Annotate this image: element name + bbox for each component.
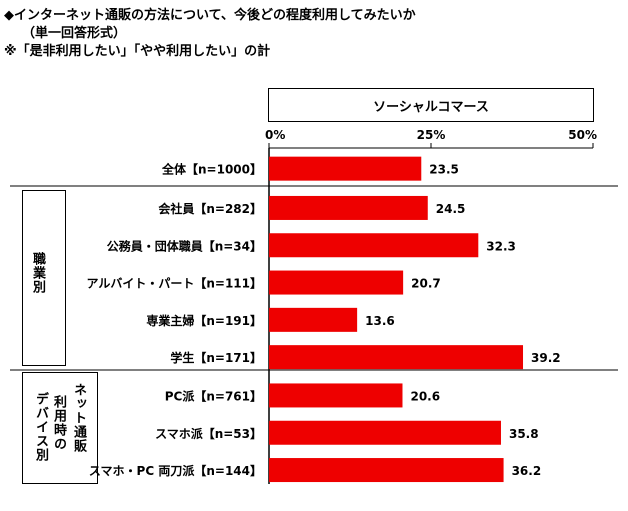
category-label: スマホ派【n=53】 <box>155 426 262 441</box>
device-group-label-line3: デバイス別 <box>33 392 48 462</box>
chart-title: ◆インターネット通販の方法について、今後どの程度利用してみたいか <box>4 8 416 23</box>
device-group-label-line1: ネット通販 <box>71 383 86 453</box>
bar-value-label: 32.3 <box>486 239 516 253</box>
category-label: アルバイト・パート【n=111】 <box>86 276 262 291</box>
bar-value-label: 13.6 <box>365 314 395 328</box>
x-tick-label: 50% <box>568 128 597 142</box>
bar <box>269 195 428 220</box>
chart-note: ※「是非利用したい」「やや利用したい」の計 <box>4 44 271 59</box>
bar-value-label: 36.2 <box>512 464 542 478</box>
bar-value-label: 20.7 <box>411 277 441 291</box>
category-label: 会社員【n=282】 <box>158 201 262 216</box>
category-label: 公務員・団体職員【n=34】 <box>107 238 262 253</box>
device-group-label-line2: 利用時の <box>51 395 66 451</box>
bar-value-label: 24.5 <box>436 202 466 216</box>
series-label-box: ソーシャルコマース <box>268 88 594 122</box>
bar <box>269 233 479 258</box>
bar <box>269 156 422 181</box>
bar <box>269 420 501 445</box>
job-group-bracket <box>22 190 66 366</box>
category-label: 学生【n=171】 <box>170 350 262 365</box>
category-label: PC派【n=761】 <box>165 388 262 403</box>
bar-value-label: 23.5 <box>429 163 459 177</box>
bar-value-label: 39.2 <box>531 351 561 365</box>
x-tick-label: 25% <box>417 128 446 142</box>
category-label: スマホ・PC 両刀派【n=144】 <box>89 463 262 478</box>
device-group-bracket <box>22 372 98 484</box>
bar-value-label: 35.8 <box>509 427 539 441</box>
category-label: 全体【n=1000】 <box>161 162 262 177</box>
chart-subtitle: （単一回答形式） <box>22 26 127 41</box>
bar <box>269 458 504 483</box>
x-tick-label: 0% <box>265 128 285 142</box>
category-label: 専業主婦【n=191】 <box>146 313 262 328</box>
bar <box>269 345 524 370</box>
bar <box>269 383 403 408</box>
bar <box>269 270 404 295</box>
bar-value-label: 20.6 <box>410 389 440 403</box>
job-group-label: 職業別 <box>30 252 45 294</box>
bar <box>269 307 358 332</box>
